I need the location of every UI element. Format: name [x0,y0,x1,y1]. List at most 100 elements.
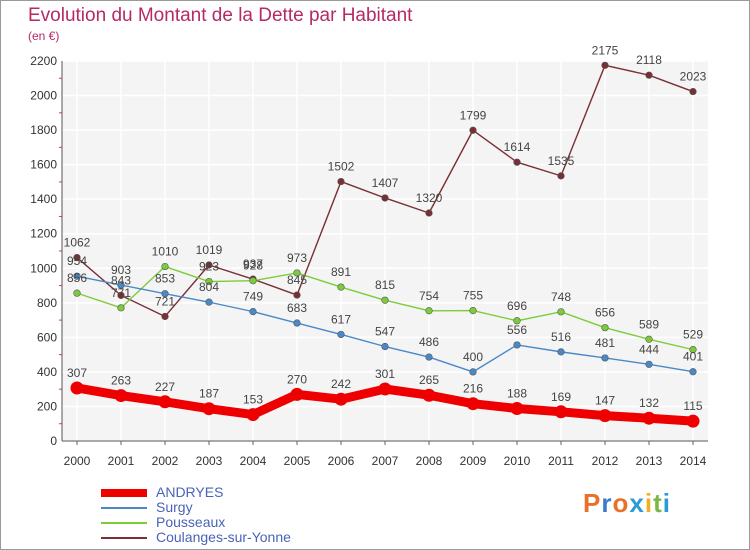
data-label: 301 [375,367,395,381]
data-point [117,291,125,299]
data-label: 216 [463,382,483,396]
data-label: 973 [287,251,307,265]
data-label: 444 [639,342,659,356]
data-label: 1320 [416,191,443,205]
data-point [642,411,656,425]
data-label: 1535 [548,154,575,168]
x-tick-label: 2001 [108,454,135,468]
x-tick-label: 2008 [416,454,443,468]
data-label: 132 [639,396,659,410]
y-tick-label: 1200 [30,227,57,241]
y-tick-label: 1000 [30,261,57,275]
y-tick-label: 2000 [30,89,57,103]
data-label: 529 [683,328,703,342]
data-label: 845 [287,273,307,287]
y-tick-label: 1600 [30,158,57,172]
data-label: 401 [683,350,703,364]
data-label: 1502 [328,160,355,174]
data-label: 516 [551,330,571,344]
data-point [337,330,345,339]
data-point [422,388,436,402]
data-label: 804 [199,280,219,294]
data-point [202,402,216,416]
data-point [161,262,169,271]
data-label: 754 [419,289,439,303]
x-tick-label: 2010 [504,454,531,468]
data-point [645,335,653,343]
data-point [334,392,348,406]
data-label: 1019 [196,243,223,257]
data-label: 843 [111,273,131,287]
logo-letter: r [601,488,613,518]
data-point [293,269,301,277]
logo-letter: i [644,488,654,518]
legend-swatch [101,522,147,524]
legend-label: ANDRYES [156,484,224,500]
chart-title: Evolution du Montant de la Dette par Hab… [28,5,413,26]
x-tick-label: 2012 [592,454,619,468]
logo-letter: i [662,488,671,518]
data-point [601,61,609,69]
data-label: 856 [67,271,87,285]
data-point [466,397,480,411]
data-point [510,402,524,416]
y-tick-label: 0 [50,434,57,448]
logo-letter: t [653,488,663,518]
data-label: 891 [331,265,351,279]
data-label: 748 [551,290,571,304]
data-point [73,272,81,280]
data-label: 486 [419,335,439,349]
data-point [645,360,653,368]
data-label: 721 [155,294,175,308]
data-point [689,368,697,376]
data-point [425,209,433,217]
data-point [645,71,653,79]
data-label: 903 [111,263,131,277]
x-tick-label: 2004 [240,454,267,468]
data-label: 265 [419,373,439,387]
data-label: 115 [683,399,702,413]
data-point [557,348,565,356]
data-label: 815 [375,278,395,292]
data-label: 169 [551,390,571,404]
data-point [161,312,169,321]
data-label: 481 [595,336,615,350]
data-point [249,308,257,316]
data-point [425,353,433,361]
data-label: 1407 [372,176,399,190]
x-tick-label: 2011 [548,454,574,468]
data-point [513,317,521,325]
data-label: 696 [507,299,527,313]
data-label: 188 [507,387,527,401]
data-point [513,158,521,166]
x-tick-label: 2013 [636,454,663,468]
data-label: 589 [639,317,659,331]
data-point [686,414,700,428]
logo-letter: x [629,488,645,518]
data-label: 928 [243,259,263,273]
data-point [689,87,697,96]
data-point [337,283,345,291]
data-label: 1614 [504,140,531,154]
y-tick-label: 1400 [30,192,57,206]
data-label: 2023 [680,70,707,84]
legend-label: Coulanges-sur-Yonne [156,529,291,545]
data-label: 400 [463,350,483,364]
data-point [293,319,301,327]
data-label: 749 [243,290,263,304]
y-tick-label: 400 [37,365,57,379]
x-tick-label: 2003 [196,454,223,468]
y-tick-label: 200 [37,399,57,413]
x-tick-label: 2009 [460,454,487,468]
data-point [249,277,257,285]
data-point [73,253,81,262]
data-point [381,296,389,304]
data-point [378,382,392,396]
x-tick-label: 2014 [680,454,707,468]
data-label: 556 [507,323,527,337]
data-label: 1062 [64,236,91,250]
data-label: 1010 [152,245,179,259]
y-tick-label: 1800 [30,123,57,137]
